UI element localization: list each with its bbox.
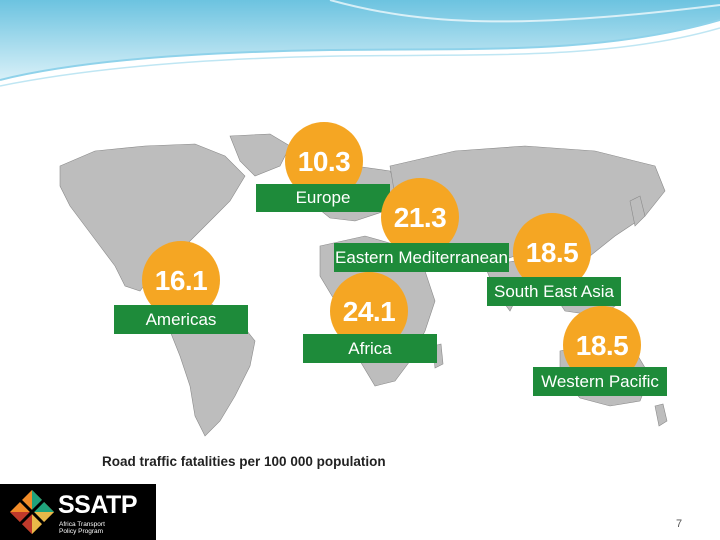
- landmass-new-zealand: [654, 403, 668, 427]
- americas-value: 16.1: [154, 265, 208, 296]
- logo-subtitle: Africa Transport Policy Program: [59, 521, 139, 535]
- page-number: 7: [676, 518, 683, 530]
- landmass-japan: [629, 195, 646, 227]
- map-caption: Road traffic fatalities per 100 000 popu…: [102, 454, 386, 469]
- world-map-panel: 10.3 Europe 21.3 Eastern Mediterranean 1…: [55, 106, 675, 478]
- south-east-asia-value: 18.5: [525, 237, 579, 268]
- header-wave-decoration: [0, 0, 720, 87]
- logo-subtitle-line2: Policy Program: [59, 528, 104, 535]
- eastern-mediterranean-value: 21.3: [393, 202, 447, 233]
- logo-name: SSATP: [58, 491, 138, 519]
- logo-subtitle-line1: Africa Transport: [59, 521, 105, 528]
- europe-label: Europe: [256, 184, 390, 212]
- western-pacific-label: Western Pacific: [533, 367, 667, 396]
- europe-value: 10.3: [297, 146, 351, 177]
- eastern-mediterranean-label: Eastern Mediterranean: [334, 243, 509, 272]
- americas-label: Americas: [114, 305, 248, 334]
- ssatp-emblem-icon: [10, 490, 54, 534]
- ssatp-logo[interactable]: SSATP Africa Transport Policy Program: [0, 484, 156, 540]
- south-east-asia-label: South East Asia: [487, 277, 621, 306]
- africa-label: Africa: [303, 334, 437, 363]
- africa-value: 24.1: [342, 296, 396, 327]
- western-pacific-value: 18.5: [575, 330, 629, 361]
- landmass-greenland: [229, 133, 291, 177]
